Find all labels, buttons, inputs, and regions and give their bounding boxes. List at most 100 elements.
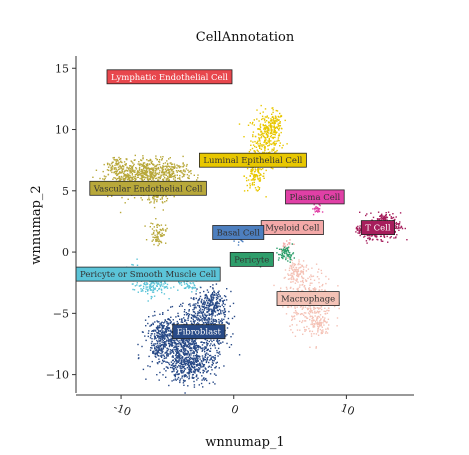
data-point [224, 310, 227, 313]
data-point [260, 137, 262, 139]
data-point [156, 199, 158, 201]
data-point [207, 297, 209, 300]
data-point [206, 299, 208, 302]
data-point [288, 269, 291, 272]
data-point [204, 321, 207, 324]
data-point [208, 354, 211, 357]
data-point [360, 228, 362, 230]
data-point [188, 175, 190, 177]
data-point [154, 167, 157, 170]
data-point [278, 133, 280, 135]
data-point [250, 172, 252, 175]
data-point [150, 324, 152, 327]
data-point [156, 196, 158, 198]
data-point [152, 169, 155, 171]
data-point [146, 164, 148, 166]
data-point [187, 363, 189, 366]
data-point [184, 319, 186, 321]
data-point [155, 356, 157, 358]
data-point [263, 135, 265, 138]
data-point [318, 326, 320, 328]
data-point [319, 286, 321, 288]
data-point [336, 325, 338, 327]
data-point [145, 284, 147, 286]
data-point [213, 339, 215, 341]
data-point [218, 321, 220, 323]
data-point [178, 177, 181, 179]
data-point [257, 140, 259, 142]
data-point [324, 317, 326, 319]
data-point [116, 163, 118, 165]
data-point [163, 325, 165, 327]
data-point [183, 350, 185, 353]
data-point [145, 286, 147, 288]
data-point [124, 163, 127, 165]
data-point [105, 175, 107, 178]
data-point [159, 284, 161, 286]
data-point [203, 322, 205, 324]
data-point [177, 360, 179, 362]
data-point [269, 136, 272, 138]
data-point [165, 376, 167, 378]
data-point [399, 212, 402, 214]
data-point [365, 240, 368, 242]
data-point [177, 361, 179, 363]
data-point [177, 170, 180, 172]
data-point [327, 328, 329, 330]
data-point [172, 356, 174, 358]
data-point [274, 151, 276, 153]
data-point [160, 167, 162, 169]
data-point [155, 343, 157, 345]
data-point [254, 135, 257, 138]
data-point [186, 339, 188, 341]
data-point [196, 319, 199, 321]
data-point [265, 169, 267, 172]
cluster-points [92, 154, 199, 247]
data-point [131, 176, 134, 178]
data-point [226, 342, 228, 345]
data-point [369, 238, 371, 240]
data-point [199, 292, 201, 294]
data-point [209, 373, 212, 375]
data-point [158, 173, 160, 176]
data-point [172, 166, 174, 168]
data-point [180, 344, 183, 346]
data-point [168, 345, 171, 348]
data-point [153, 281, 155, 283]
data-point [215, 298, 218, 301]
data-point [298, 259, 300, 261]
data-point [196, 346, 199, 348]
data-point [210, 320, 213, 322]
data-point [183, 369, 185, 372]
data-point [167, 355, 169, 357]
data-point [320, 321, 323, 324]
data-point [155, 173, 158, 175]
data-point [322, 329, 324, 331]
data-point [375, 236, 377, 238]
data-point [220, 309, 222, 312]
data-point [182, 351, 185, 354]
data-point [259, 123, 262, 125]
data-point [183, 353, 185, 356]
data-point [213, 309, 216, 311]
data-point [160, 241, 163, 244]
data-point [204, 301, 206, 303]
data-point [395, 216, 397, 218]
data-point [306, 317, 309, 319]
data-point [166, 326, 169, 328]
data-point [200, 360, 203, 362]
data-point [168, 333, 170, 335]
data-point [180, 354, 182, 357]
data-point [171, 380, 173, 382]
data-point [316, 322, 318, 324]
data-point [168, 298, 170, 300]
data-point [325, 275, 327, 278]
data-point [162, 346, 164, 348]
data-point [166, 353, 168, 356]
data-point [156, 346, 158, 349]
data-point [141, 179, 144, 181]
data-point [187, 177, 190, 179]
data-point [218, 302, 220, 305]
data-point [395, 221, 398, 224]
data-point [183, 340, 185, 343]
